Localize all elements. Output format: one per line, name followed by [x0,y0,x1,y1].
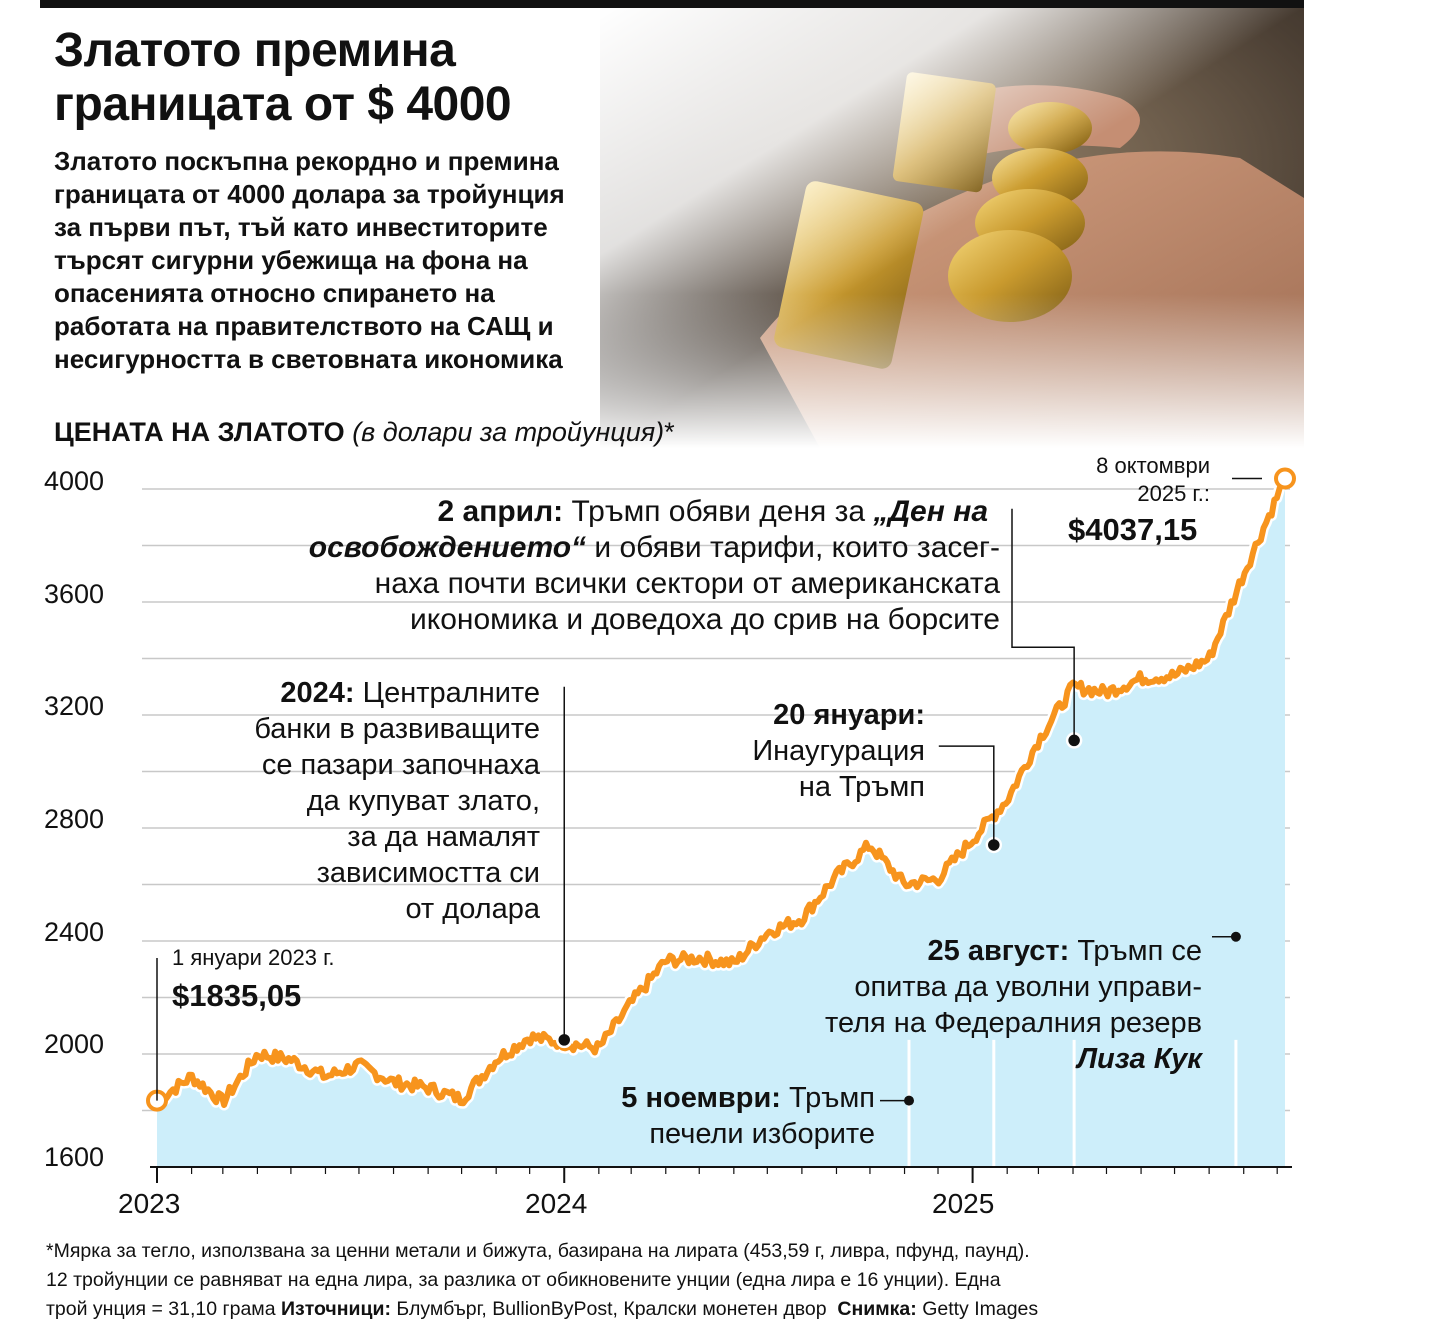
annotation-text: на Тръмп [798,771,925,803]
annotation-text: икономика и доведоха до срив на борсите [409,603,1000,636]
chart-label-unit: (в долари за тройунция) [352,417,665,447]
start-date-label: 1 януари 2023 г. [172,945,335,970]
annotation-text: печели изборите [649,1118,875,1150]
annotation-quote-2: освобождението“ [308,531,587,564]
title-line-2: границата от $ 4000 [54,78,512,131]
footnote: *Мярка за тегло, използвана за ценни мет… [46,1237,1326,1324]
annotation-text: Централните [362,677,540,709]
annotation-text: Тръмп се [1077,935,1202,967]
y-tick-label: 4000 [44,466,105,496]
annotation-name: Лиза Кук [1077,1043,1202,1075]
y-tick-label: 1600 [44,1142,105,1172]
annotation-text: банки в развиващите [254,713,540,745]
gold-photo [600,8,1304,448]
x-axis [150,1166,1292,1183]
annotation-text: за да намалят [347,821,540,853]
chart-label: ЦЕНАТА НА ЗЛАТОТО (в долари за тройунция… [54,417,675,448]
subtitle-line: работата на правителството на САЩ и [54,311,554,341]
annotation-text: Инаугурация [752,735,925,767]
april-annotation: 2 април: Тръмп обяви деня за „Ден на осв… [150,494,1000,638]
annotation-text: зависимостта си [316,857,540,889]
x-tick-label: 2024 [525,1188,588,1219]
subtitle-line: границата от 4000 долара за тройунция [54,179,565,209]
annotation-text: опитва да уволни управи- [854,971,1202,1003]
annotation-text: Тръмп обяви деня за [571,495,866,528]
central-banks-annotation: 2024: Централните банки в развиващите се… [150,675,540,927]
end-value-label: $4037,15 [1068,512,1198,547]
y-tick-label: 2000 [44,1029,105,1059]
sources-text: Блумбърг, BullionByPost, Кралски монетен… [396,1298,827,1320]
end-date-label: 8 октомври 2025 г.: [1020,452,1210,508]
annotation-text: да купуват злато, [306,785,540,817]
page-title: Златото премина границата от $ 4000 [54,24,654,132]
photo-credit-text: Getty Images [922,1298,1039,1320]
x-tick-label: 2025 [932,1188,995,1219]
august-annotation: 25 август: Тръмп се опитва да уволни упр… [700,933,1202,1077]
price-line [154,475,1288,1108]
annotation-text: от долара [405,893,540,925]
footnote-line: *Мярка за тегло, използвана за ценни мет… [46,1240,1030,1262]
annotation-text: и обяви тарифи, които засег- [594,531,1000,564]
y-tick-label: 3200 [44,691,105,721]
annotation-text: наха почти всички сектори от американска… [374,567,1000,600]
annotation-bold: 2024: [280,677,355,709]
annotation-leaders [156,477,1262,1106]
start-value-label: $1835,05 [172,978,302,1013]
subtitle-line: търсят сигурни убежища на фона на [54,245,528,275]
y-tick-label: 3600 [44,579,105,609]
annotation-bold: 20 януари: [773,699,925,731]
subtitle-line: несигурността в световната икономика [54,344,563,374]
inauguration-leader [938,745,995,845]
annotation-quote-1: „Ден на [873,495,988,528]
election-dot [904,1095,914,1106]
y-tick-label: 2400 [44,917,105,947]
annotation-bold: 2 април: [437,495,564,528]
price-endpoint-marker [1274,467,1296,490]
inauguration-annotation: 20 януари: Инаугурация на Тръмп [680,697,925,805]
annotation-text: се пазари започнаха [261,749,540,781]
subtitle-line: за първи път, тъй като инвеститорите [54,212,548,242]
annotation-text: теля на Федералния резерв [825,1007,1202,1039]
annotation-bold: 5 ноември: [621,1082,781,1114]
end-date-line: 2025 г.: [1137,481,1210,506]
footnote-text: трой унция = 31,10 грама [46,1298,276,1320]
chart-label-main: ЦЕНАТА НА ЗЛАТОТО [54,417,345,447]
subtitle-line: опасенията относно спирането на [54,278,495,308]
august-dot [1230,931,1241,942]
footnote-line: трой унция = 31,10 грама Източници: Блум… [46,1295,1326,1324]
chart-label-asterisk: * [664,417,675,447]
photo-credit-label: Снимка: [837,1298,917,1320]
annotation-bold: 25 август: [927,935,1070,967]
april-leader [1011,508,1075,741]
election-annotation: 5 ноември: Тръмп печели изборите [540,1080,875,1152]
y-tick-label: 2800 [44,804,105,834]
x-tick-label: 2023 [118,1188,181,1219]
subtitle-line: Златото поскъпна рекордно и премина [54,146,559,176]
title-line-1: Златото премина [54,24,456,77]
end-date-line: 8 октомври [1096,453,1210,478]
price-area [157,478,1285,1167]
annotation-text: Тръмп [789,1082,875,1114]
subtitle: Златото поскъпна рекордно и премина гран… [54,145,754,376]
top-bar [40,0,1304,8]
footnote-line: 12 тройунции се равняват на една лира, з… [46,1269,1001,1291]
sources-label: Източници: [281,1298,391,1320]
